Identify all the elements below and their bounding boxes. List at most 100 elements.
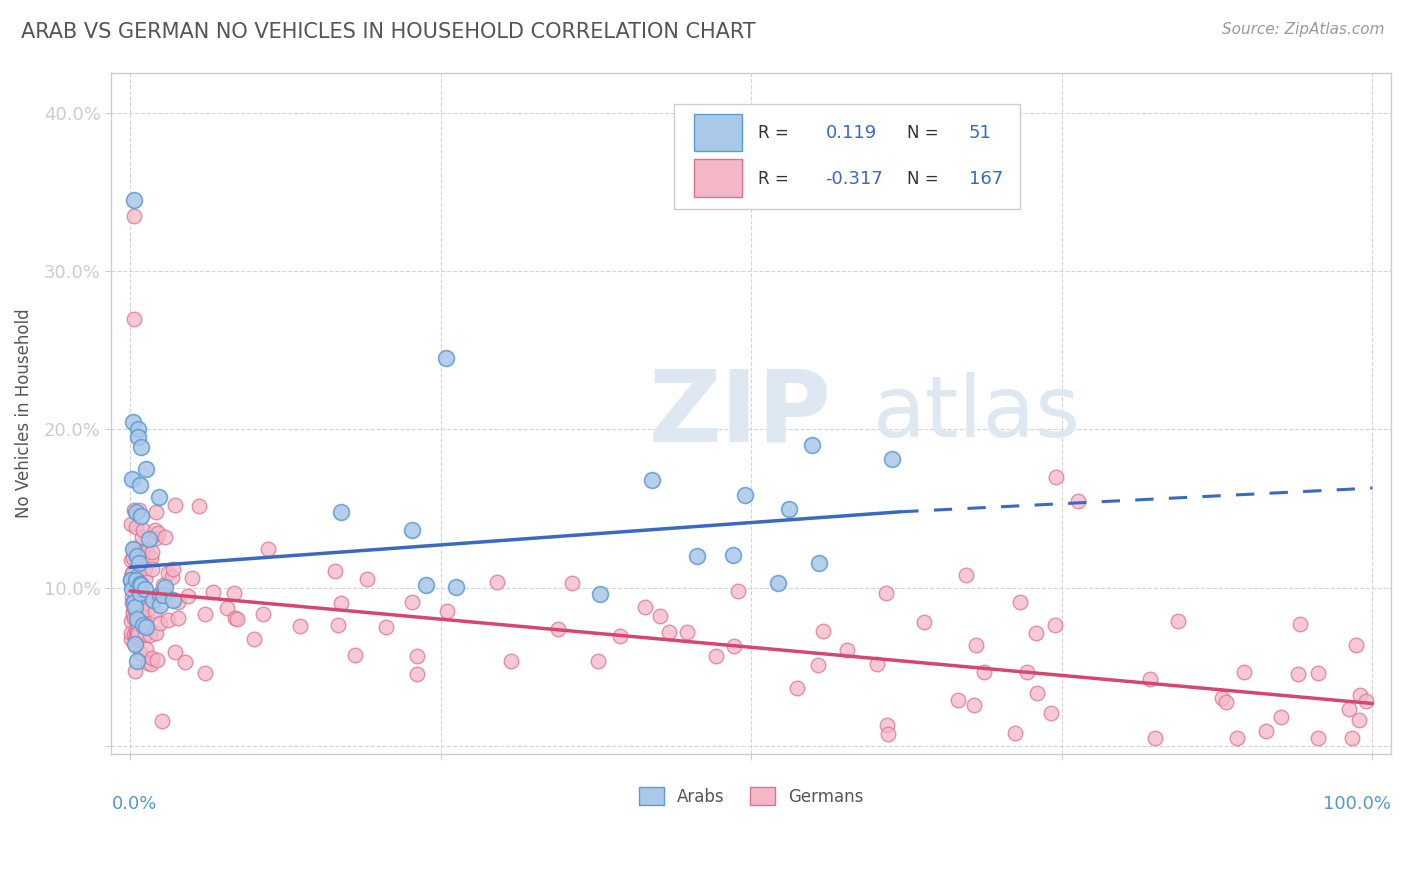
Point xyxy=(1043,617,1066,632)
Point xyxy=(135,620,157,634)
Point xyxy=(132,596,155,610)
Point xyxy=(406,666,429,681)
Point xyxy=(131,604,153,618)
Point xyxy=(122,627,145,641)
Point xyxy=(121,578,143,592)
Point xyxy=(143,604,166,618)
Point xyxy=(374,620,396,634)
Point xyxy=(145,504,167,518)
Point xyxy=(157,566,180,580)
Point xyxy=(162,592,184,607)
Point xyxy=(800,438,823,452)
FancyBboxPatch shape xyxy=(675,103,1019,210)
Point xyxy=(122,541,145,556)
Point xyxy=(156,613,179,627)
Point xyxy=(125,505,148,519)
Point xyxy=(356,572,378,586)
Point xyxy=(125,519,148,533)
Y-axis label: No Vehicles in Household: No Vehicles in Household xyxy=(15,309,32,518)
Point xyxy=(129,577,152,591)
Point xyxy=(128,646,150,660)
Point xyxy=(121,472,143,486)
Point xyxy=(1211,690,1233,705)
Text: R =: R = xyxy=(758,124,793,142)
Point xyxy=(145,524,167,538)
Point xyxy=(166,610,188,624)
Text: 167: 167 xyxy=(969,169,1002,187)
Point xyxy=(485,574,508,589)
Point xyxy=(149,588,172,602)
Point xyxy=(866,657,889,671)
Point xyxy=(127,430,149,444)
Text: -0.317: -0.317 xyxy=(825,169,883,187)
Point xyxy=(125,612,148,626)
Point xyxy=(415,578,437,592)
Point xyxy=(121,582,143,596)
Point xyxy=(122,311,145,326)
Point xyxy=(128,583,150,598)
Text: 100.0%: 100.0% xyxy=(1323,795,1391,814)
Point xyxy=(330,506,353,520)
Point xyxy=(436,604,458,618)
Point xyxy=(127,615,149,630)
Point xyxy=(499,654,522,668)
Point xyxy=(163,645,186,659)
Point xyxy=(188,500,211,514)
Point xyxy=(1288,617,1310,632)
Point xyxy=(202,585,225,599)
Point xyxy=(658,624,681,639)
Point xyxy=(131,584,153,599)
Point xyxy=(1346,638,1368,652)
Point xyxy=(125,551,148,566)
Point xyxy=(167,595,190,609)
Point xyxy=(138,532,160,546)
Point xyxy=(1010,594,1032,608)
Point xyxy=(912,615,935,630)
Point xyxy=(180,571,202,585)
Point xyxy=(174,656,197,670)
Point xyxy=(120,632,142,647)
Point xyxy=(1025,626,1047,640)
Point xyxy=(589,587,612,601)
Point xyxy=(328,617,350,632)
Point xyxy=(162,562,184,576)
Point xyxy=(127,654,149,668)
Point xyxy=(149,598,172,612)
Text: 51: 51 xyxy=(969,124,991,142)
Point xyxy=(136,657,159,671)
Point xyxy=(1348,689,1371,703)
Point xyxy=(1045,470,1067,484)
Point xyxy=(634,600,657,615)
Point xyxy=(124,624,146,638)
Point xyxy=(127,569,149,583)
Point xyxy=(547,622,569,636)
Point xyxy=(125,607,148,621)
Point xyxy=(121,596,143,610)
Point xyxy=(609,629,631,643)
Point xyxy=(1067,493,1090,508)
Point xyxy=(876,718,898,732)
Point xyxy=(138,602,160,616)
Point xyxy=(811,624,834,638)
Point xyxy=(807,657,830,672)
Point xyxy=(135,462,157,476)
Point xyxy=(120,626,142,640)
Point xyxy=(124,502,146,516)
Point xyxy=(734,487,756,501)
Point xyxy=(142,593,165,607)
Point xyxy=(127,422,149,436)
Text: N =: N = xyxy=(907,124,945,142)
Point xyxy=(243,632,266,646)
Point xyxy=(124,637,146,651)
Point xyxy=(877,727,900,741)
Point xyxy=(252,607,274,621)
Point xyxy=(1026,686,1049,700)
Point xyxy=(122,209,145,223)
Point xyxy=(640,473,662,487)
Point xyxy=(120,552,142,566)
Point xyxy=(124,541,146,555)
Point xyxy=(120,574,142,588)
Point xyxy=(808,556,831,570)
Point xyxy=(1306,665,1329,680)
Point xyxy=(194,665,217,680)
